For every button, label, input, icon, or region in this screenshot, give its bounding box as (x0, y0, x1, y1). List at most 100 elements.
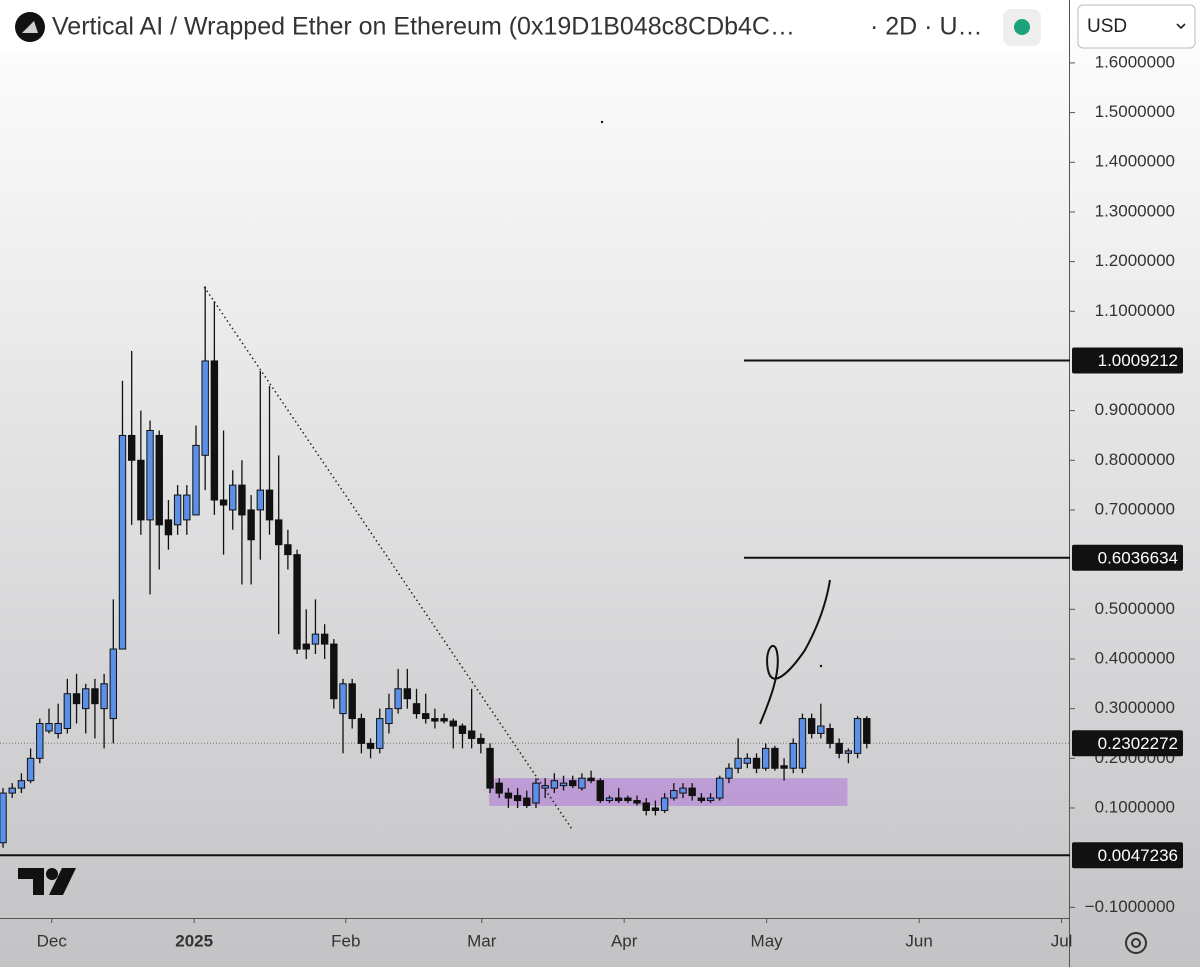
x-tick-label: 2025 (175, 931, 213, 950)
candle-body (146, 429, 154, 521)
price-label: 0.2302272 (1098, 734, 1178, 753)
candle-body (54, 723, 62, 734)
y-tick-label: 1.1000000 (1095, 301, 1175, 320)
candle-body (0, 792, 7, 844)
y-tick-label: 0.7000000 (1095, 499, 1175, 518)
price-label-bg (1072, 842, 1183, 869)
candle-body (403, 688, 412, 700)
price-label: 0.6036634 (1098, 548, 1178, 567)
candle-body (642, 802, 650, 811)
candle-body (366, 742, 375, 749)
candle-body (458, 725, 467, 734)
candle-body (513, 795, 522, 802)
candle-body (467, 730, 476, 739)
candle-body (826, 728, 834, 744)
candle-body (734, 757, 742, 769)
price-label: 1.0009212 (1098, 351, 1178, 370)
candle-body (8, 787, 16, 794)
candle-body (504, 792, 513, 799)
candle-body (807, 718, 816, 734)
candle-body (339, 683, 347, 715)
y-tick-label: 1.6000000 (1095, 52, 1175, 71)
candle-body (91, 688, 99, 705)
candle-body (173, 494, 182, 526)
freehand-drawing (759, 579, 831, 725)
candle-body (651, 807, 660, 811)
candle-body (192, 444, 200, 516)
candle-body (780, 765, 788, 769)
candle-body (183, 494, 191, 521)
candle-body (706, 797, 715, 802)
candle-body (164, 519, 173, 536)
candle-body (274, 519, 283, 546)
y-tick-label: 0.3000000 (1095, 698, 1175, 717)
y-tick-label: 1.4000000 (1095, 152, 1175, 171)
candle-body (817, 725, 825, 734)
dropdown-arrow (1176, 23, 1186, 30)
x-tick-label: Apr (611, 931, 638, 950)
candle-body (376, 718, 384, 749)
y-tick-label: 0.1000000 (1095, 797, 1175, 816)
candle-body (348, 683, 356, 720)
candle-body (100, 683, 108, 710)
candle-body (660, 797, 669, 811)
x-tick-label: Jun (905, 931, 932, 950)
candle-body (688, 787, 696, 797)
candle-body (284, 544, 292, 556)
header (0, 0, 1068, 52)
candle-body (725, 767, 733, 779)
candle-body (624, 797, 632, 802)
price-label-bg (1072, 347, 1183, 374)
candle-body (541, 785, 549, 789)
candle-body (265, 489, 274, 521)
candle-body (853, 718, 862, 754)
candle-body (293, 554, 301, 650)
token-icon-glyph (22, 21, 38, 33)
candle-body (578, 777, 586, 789)
candle-body (495, 782, 503, 794)
candle-body (761, 747, 770, 769)
y-tick-label: 1.2000000 (1095, 251, 1175, 270)
trendline (203, 286, 573, 830)
candle-body (155, 434, 163, 526)
candle-body (63, 693, 72, 730)
candle-body (789, 742, 797, 769)
candle-body (697, 797, 706, 802)
y-tick-label: 0.9000000 (1095, 400, 1175, 419)
candle-body (17, 780, 26, 789)
candle-body (743, 757, 752, 764)
candle-body (596, 780, 604, 802)
price-label-bg (1072, 544, 1183, 571)
candle-body (219, 499, 228, 506)
y-tick-label: 0.4000000 (1095, 648, 1175, 667)
candle-body (798, 718, 807, 769)
price-label: 0.0047236 (1098, 846, 1178, 865)
candle-body (670, 790, 678, 799)
candle-body (486, 747, 494, 789)
candle-body (26, 757, 35, 782)
candle-body (477, 737, 485, 744)
candle-body (422, 713, 430, 720)
candle-body (412, 703, 421, 715)
candle-body (523, 797, 531, 806)
candle-body (605, 797, 614, 802)
settings-button[interactable] (1125, 932, 1147, 954)
candle-body (330, 643, 338, 700)
candle-body (210, 360, 219, 501)
candle-body (311, 633, 320, 645)
price-label-bg (1072, 730, 1183, 757)
candle-body (201, 360, 209, 456)
currency-select[interactable] (1077, 4, 1196, 49)
candle-body (679, 787, 687, 794)
candle-body (587, 777, 595, 782)
candle-body (844, 750, 853, 754)
x-tick-label: Jul (1051, 931, 1073, 950)
candle-body (137, 459, 145, 521)
currency: USD (1087, 16, 1127, 37)
y-tick-label: 0.5000000 (1095, 599, 1175, 618)
candle-body (72, 693, 81, 705)
candle-body (127, 434, 136, 461)
y-tick-label: 1.5000000 (1095, 102, 1175, 121)
candle-body (82, 688, 90, 710)
